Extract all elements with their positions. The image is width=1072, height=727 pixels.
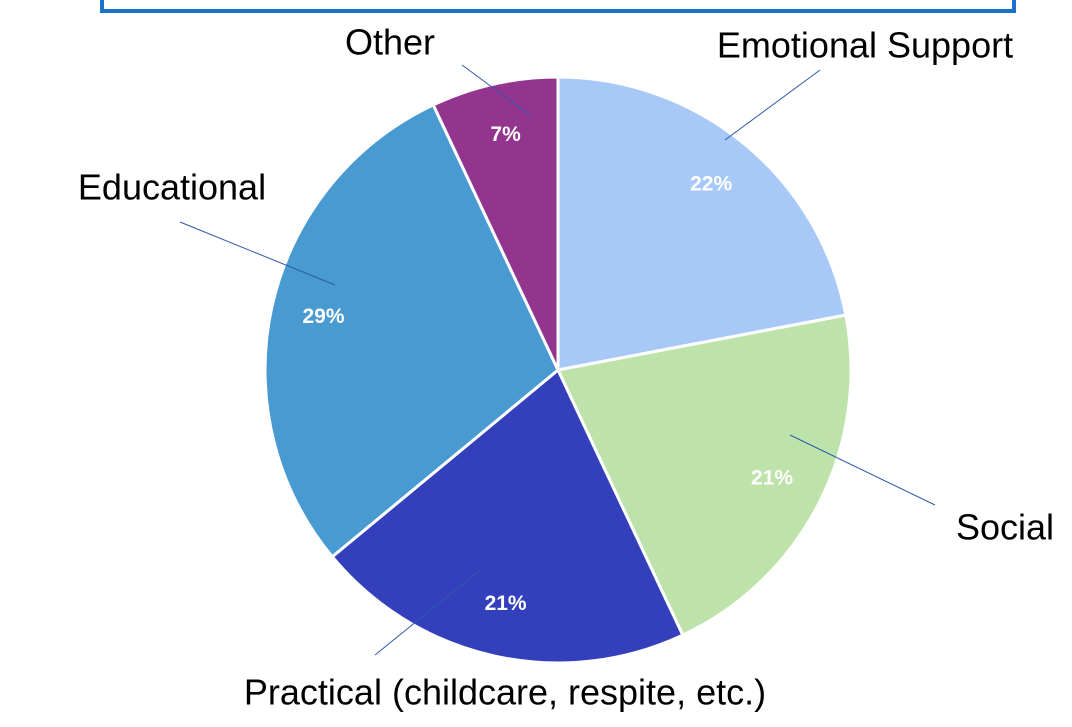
value-label: 29% (303, 305, 345, 328)
value-label: 22% (690, 172, 732, 195)
value-label: 21% (485, 592, 527, 615)
value-label: 7% (490, 123, 521, 146)
pie-slice (555, 313, 853, 638)
title-box (100, 0, 1016, 13)
category-label: Social (956, 507, 1054, 548)
category-label: Emotional Support (717, 25, 1013, 66)
value-label: 21% (751, 467, 793, 490)
leader-line (374, 569, 481, 656)
category-label: Practical (childcare, respite, etc.) (244, 672, 766, 713)
leader-line (724, 69, 821, 141)
pie-slice (431, 75, 560, 371)
pie-slice (556, 75, 848, 372)
leader-line (179, 221, 336, 286)
category-label: Other (345, 22, 435, 63)
leader-line (789, 434, 936, 506)
leader-line (461, 64, 531, 116)
pie-slice (330, 367, 685, 665)
category-label: Educational (78, 167, 266, 208)
